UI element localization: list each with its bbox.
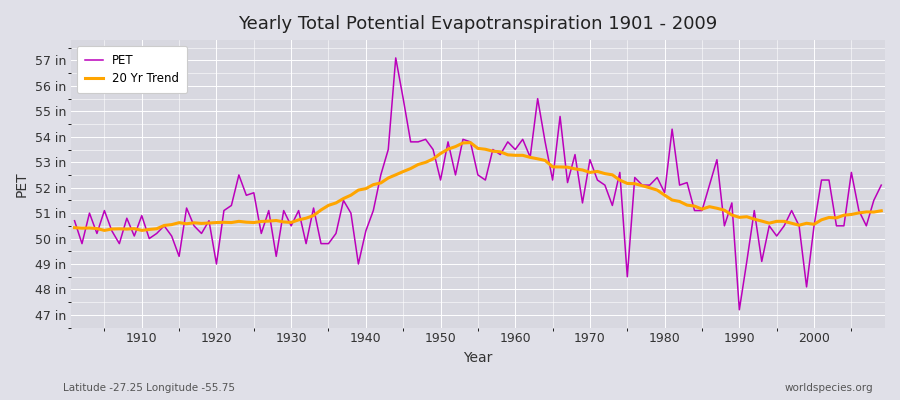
20 Yr Trend [346,193,356,198]
PET [518,137,528,142]
PET [876,183,886,188]
Y-axis label: PET: PET [15,171,29,197]
Title: Yearly Total Potential Evapotranspiration 1901 - 2009: Yearly Total Potential Evapotranspiratio… [238,15,717,33]
20 Yr Trend [518,153,528,158]
PET [607,203,617,208]
20 Yr Trend [465,140,476,145]
20 Yr Trend [876,208,886,213]
20 Yr Trend [69,225,80,230]
PET [129,234,140,238]
PET [734,307,744,312]
PET [338,198,349,203]
Text: Latitude -27.25 Longitude -55.75: Latitude -27.25 Longitude -55.75 [63,383,235,393]
PET [293,208,304,213]
X-axis label: Year: Year [464,351,492,365]
20 Yr Trend [137,228,148,233]
20 Yr Trend [615,178,626,182]
20 Yr Trend [99,228,110,233]
PET [509,147,520,152]
PET [69,218,80,223]
Line: PET: PET [75,58,881,310]
20 Yr Trend [525,155,535,160]
20 Yr Trend [301,216,311,220]
Line: 20 Yr Trend: 20 Yr Trend [75,142,881,230]
PET [391,56,401,60]
Legend: PET, 20 Yr Trend: PET, 20 Yr Trend [76,46,187,93]
Text: worldspecies.org: worldspecies.org [785,383,873,393]
